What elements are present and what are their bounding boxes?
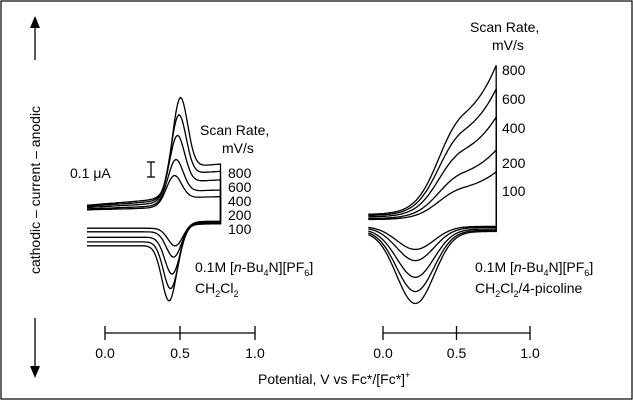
left-scan-rate-label-200: 200	[228, 207, 252, 223]
right-x-axis: 0.0 0.5 1.0	[373, 326, 540, 361]
left-x-tick-label-1: 0.5	[170, 345, 190, 361]
right-x-tick-label-2: 1.0	[520, 345, 540, 361]
right-cv-trace-100	[368, 170, 497, 251]
scale-bar-label: 0.1 μA	[70, 165, 111, 181]
left-scan-rate-label-100: 100	[228, 221, 252, 237]
right-x-tick-label-0: 0.0	[373, 345, 393, 361]
scale-bar-group: 0.1 μA	[70, 161, 155, 181]
left-scan-rate-label-600: 600	[228, 179, 252, 195]
right-x-ticks: 0.0 0.5 1.0	[373, 326, 540, 361]
left-legend-title-line2: mV/s	[222, 140, 254, 156]
x-axis-label-text: Potential, V vs Fc*/[Fc*]	[258, 371, 405, 387]
left-scan-rate-label-400: 400	[228, 193, 252, 209]
y-arrow-up-icon	[30, 16, 40, 28]
x-axis-label: Potential, V vs Fc*/[Fc*]+	[258, 370, 410, 387]
right-legend-title-line2: mV/s	[492, 37, 524, 53]
right-solvent-label: CH2Cl2/4-picoline	[475, 280, 583, 299]
right-scan-rate-labels: 800 600 400 200 100	[502, 62, 526, 199]
right-cv-trace-400	[368, 114, 497, 278]
right-scan-rate-label-100: 100	[502, 183, 526, 199]
right-panel: Scan Rate, mV/s 800 600 400 200 100 0.1M [n-…	[368, 19, 593, 361]
x-axis-label-superscript: +	[405, 370, 410, 380]
left-solution-label: 0.1M [n-Bu4N][PF6]	[195, 259, 313, 278]
left-x-tick-label-2: 1.0	[245, 345, 265, 361]
right-scan-rate-label-800: 800	[502, 62, 526, 78]
right-legend-title-line1: Scan Rate,	[470, 19, 539, 35]
y-axis-label: cathodic – current – anodic	[27, 106, 43, 274]
left-solvent-label: CH2Cl2	[195, 280, 239, 299]
right-solution-label: 0.1M [n-Bu4N][PF6]	[475, 259, 593, 278]
right-scan-rate-label-400: 400	[502, 120, 526, 136]
right-cv-curves	[368, 65, 497, 305]
left-x-tick-label-0: 0.0	[95, 345, 115, 361]
y-arrow-down-icon	[30, 366, 40, 378]
left-x-axis: 0.0 0.5 1.0	[95, 326, 265, 361]
right-x-tick-label-1: 0.5	[447, 345, 467, 361]
left-x-ticks: 0.0 0.5 1.0	[95, 326, 265, 361]
left-cv-trace-100	[87, 174, 222, 247]
right-scan-rate-label-200: 200	[502, 155, 526, 171]
y-axis-label-group: cathodic – current – anodic	[27, 16, 43, 378]
left-legend-title-line1: Scan Rate,	[200, 122, 269, 138]
left-scan-rate-label-800: 800	[228, 165, 252, 181]
left-cv-curves	[86, 96, 222, 302]
right-scan-rate-label-600: 600	[502, 91, 526, 107]
